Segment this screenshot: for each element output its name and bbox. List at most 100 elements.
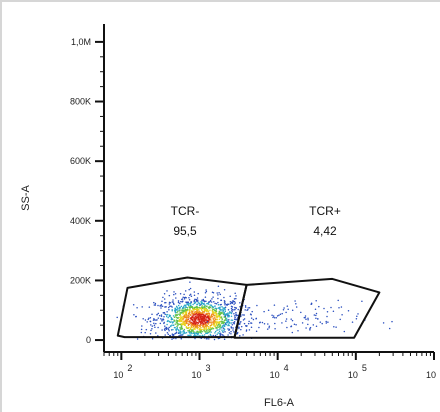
event-dot (200, 327, 202, 329)
event-dot (227, 308, 230, 311)
event-dot (272, 315, 275, 317)
event-dot (176, 323, 178, 325)
event-dot (215, 320, 217, 323)
event-dot (136, 306, 138, 309)
event-dot (230, 330, 232, 333)
event-dot (152, 319, 155, 321)
event-dot (194, 327, 196, 330)
event-dot (198, 310, 200, 312)
gate-name-label: TCR+ (309, 204, 341, 218)
event-dot (266, 328, 269, 330)
event-dot (227, 316, 229, 318)
event-dot (208, 330, 211, 333)
event-dot (326, 311, 329, 313)
event-dot (213, 317, 215, 320)
event-dot (199, 322, 202, 324)
event-dot (186, 303, 188, 305)
event-dot (234, 306, 236, 309)
event-dot (317, 318, 319, 320)
event-dot (216, 318, 218, 320)
event-dot (214, 321, 217, 324)
event-dot (197, 322, 199, 325)
event-dot (300, 311, 302, 314)
event-dot (180, 319, 182, 322)
event-dot (213, 338, 216, 341)
event-dot (225, 321, 227, 324)
event-dot (170, 317, 173, 320)
event-dot (221, 306, 223, 308)
event-dot (159, 305, 162, 307)
event-dot (208, 306, 211, 309)
event-dot (309, 327, 311, 330)
event-dot (220, 320, 223, 323)
event-dot (193, 302, 196, 305)
event-dot (172, 324, 175, 326)
gate-tcr-positive (233, 277, 381, 339)
event-dot (196, 308, 198, 311)
event-dot (171, 324, 173, 326)
event-dot (184, 290, 187, 292)
event-dot (170, 325, 172, 328)
event-dot (153, 319, 156, 321)
event-dot (305, 327, 307, 329)
event-dot (135, 315, 137, 318)
event-dot (180, 305, 183, 308)
event-dot (154, 302, 157, 305)
event-dot (168, 294, 171, 297)
event-dot (244, 309, 246, 311)
event-dot (185, 308, 188, 311)
event-dot (183, 328, 186, 331)
event-dot (213, 301, 215, 303)
event-dot (192, 303, 194, 306)
event-dot (335, 326, 337, 328)
event-dot (221, 330, 224, 333)
event-dot (267, 323, 269, 325)
event-dot (212, 321, 214, 324)
event-dot (232, 322, 234, 324)
event-dot (181, 301, 183, 303)
event-dot (222, 322, 225, 324)
event-dot (204, 305, 206, 308)
event-dot (150, 324, 152, 326)
event-dot (250, 322, 253, 324)
event-dot (204, 325, 207, 327)
event-dot (179, 334, 181, 336)
event-dot (222, 327, 225, 329)
event-dot (357, 313, 359, 315)
event-dot (199, 307, 201, 309)
event-dot (207, 315, 209, 318)
event-dot (189, 317, 192, 320)
event-dot (204, 319, 206, 321)
event-dot (209, 304, 212, 306)
event-dot (207, 329, 209, 331)
event-dot (230, 307, 233, 310)
x-tick-label: 10 (348, 370, 358, 380)
event-dot (242, 334, 244, 336)
event-dot (176, 328, 178, 331)
event-dot (228, 332, 231, 334)
event-dot (189, 314, 192, 316)
event-dot (256, 304, 258, 307)
event-dot (175, 305, 178, 308)
event-dot (189, 334, 191, 336)
event-dot (209, 309, 211, 311)
event-dot (180, 316, 182, 318)
event-dot (186, 308, 189, 311)
event-dot (231, 323, 234, 326)
event-dot (228, 314, 230, 317)
event-dot (218, 310, 221, 312)
event-dot (233, 323, 235, 325)
event-dot (210, 320, 212, 322)
event-dot (153, 301, 155, 304)
event-dot (209, 300, 211, 303)
event-dot (223, 296, 225, 299)
event-dot (255, 318, 257, 320)
y-tick-label: 200K (70, 275, 91, 285)
event-dot (192, 314, 195, 316)
event-dot (177, 304, 180, 307)
event-dot (203, 315, 205, 317)
event-dot (333, 325, 335, 328)
event-dot (230, 315, 233, 318)
event-dot (309, 329, 311, 331)
event-dot (193, 291, 196, 293)
